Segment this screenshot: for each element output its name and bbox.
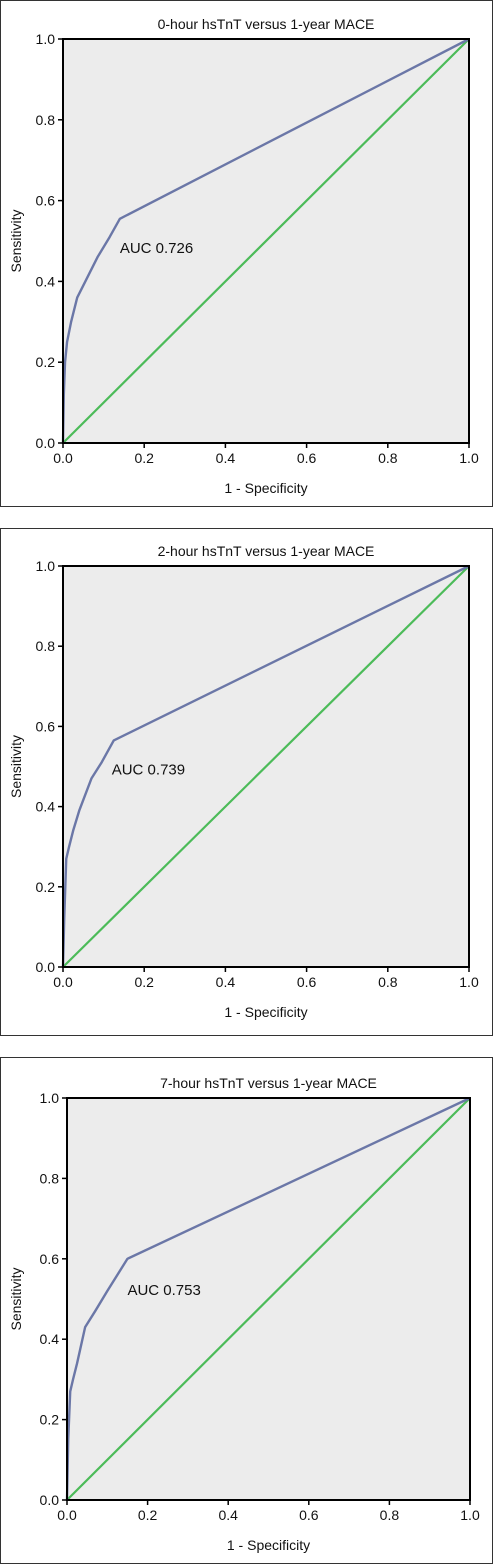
x-tick-label: 0.0 [53,974,73,990]
x-tick-label: 0.2 [138,1507,158,1523]
y-axis-label: Sensitivity [8,209,24,272]
auc-annotation: AUC 0.739 [112,762,185,779]
y-tick-label: 0.4 [36,273,56,289]
auc-annotation: AUC 0.726 [120,240,193,257]
y-tick-label: 0.2 [36,354,56,370]
plot-frame [62,565,470,968]
x-tick-label: 0.6 [297,974,317,990]
x-tick-label: 0.2 [134,450,154,466]
y-tick-label: 0.2 [36,879,56,895]
y-tick-label: 0.8 [40,1170,60,1186]
x-axis-label: 1 - Specificity [224,480,307,496]
x-tick-label: 0.8 [378,450,398,466]
roc-curve [61,37,470,444]
x-tick-label: 1.0 [460,1507,480,1523]
y-axis-label: Sensitivity [8,735,24,798]
roc-curve [61,564,470,968]
y-tick-label: 0.2 [40,1412,60,1428]
y-tick-label: 0.8 [36,638,56,654]
roc-chart-0-hour-svg: 0.0 0.2 0.4 0.6 0.8 1.0 0.0 0.2 0.4 0.6 0.8 1.0 0-ho… [8,16,479,496]
y-tick-label: 1.0 [40,1090,60,1106]
reference-line [62,38,470,444]
reference-line [66,1097,471,1501]
x-tick-label: 0.2 [134,974,154,990]
chart-title: 2-hour hsTnT versus 1-year MACE [158,543,375,559]
y-tick-label: 0.6 [36,193,56,209]
y-tick-label: 1.0 [36,31,56,47]
y-tick-label: 0.4 [36,799,56,815]
x-tick-label: 0.0 [57,1507,77,1523]
y-tick-label: 0.0 [36,435,56,451]
reference-line [62,565,470,968]
x-tick-label: 0.8 [380,1507,400,1523]
x-tick-label: 1.0 [459,974,479,990]
x-tick-label: 1.0 [459,450,479,466]
x-tick-label: 0.4 [216,450,236,466]
y-tick-label: 0.6 [40,1251,60,1267]
y-axis-label: Sensitivity [8,1267,24,1330]
roc-chart-0-hour: 0.0 0.2 0.4 0.6 0.8 1.0 0.0 0.2 0.4 0.6 0.8 1.0 0-ho… [0,0,493,507]
x-tick-label: 0.6 [297,450,317,466]
roc-chart-2-hour: 0.0 0.2 0.4 0.6 0.8 1.0 0.0 0.2 0.4 0.6 0.8 1.0 2-ho… [0,528,493,1036]
y-tick-label: 0.6 [36,718,56,734]
roc-chart-7-hour-svg: 0.0 0.2 0.4 0.6 0.8 1.0 0.0 0.2 0.4 0.6 0.8 1.0 7-ho… [8,1075,480,1553]
x-axis-label: 1 - Specificity [227,1537,310,1553]
x-tick-label: 0.0 [53,450,73,466]
x-axis-label: 1 - Specificity [224,1004,307,1020]
y-tick-label: 0.0 [36,959,56,975]
x-tick-label: 0.4 [216,974,236,990]
y-tick-label: 0.8 [36,112,56,128]
chart-title: 0-hour hsTnT versus 1-year MACE [158,16,375,32]
y-tick-label: 0.0 [40,1492,60,1508]
plot-frame [62,38,470,444]
roc-curve [65,1096,471,1501]
y-tick-label: 1.0 [36,558,56,574]
x-tick-label: 0.6 [299,1507,319,1523]
y-tick-label: 0.4 [40,1331,60,1347]
x-tick-label: 0.8 [378,974,398,990]
roc-chart-2-hour-svg: 0.0 0.2 0.4 0.6 0.8 1.0 0.0 0.2 0.4 0.6 0.8 1.0 2-ho… [8,543,479,1020]
x-tick-label: 0.4 [218,1507,238,1523]
auc-annotation: AUC 0.753 [127,1282,200,1299]
chart-title: 7-hour hsTnT versus 1-year MACE [160,1075,377,1091]
plot-frame [66,1097,471,1501]
roc-chart-7-hour: 0.0 0.2 0.4 0.6 0.8 1.0 0.0 0.2 0.4 0.6 0.8 1.0 7-ho… [0,1057,493,1564]
